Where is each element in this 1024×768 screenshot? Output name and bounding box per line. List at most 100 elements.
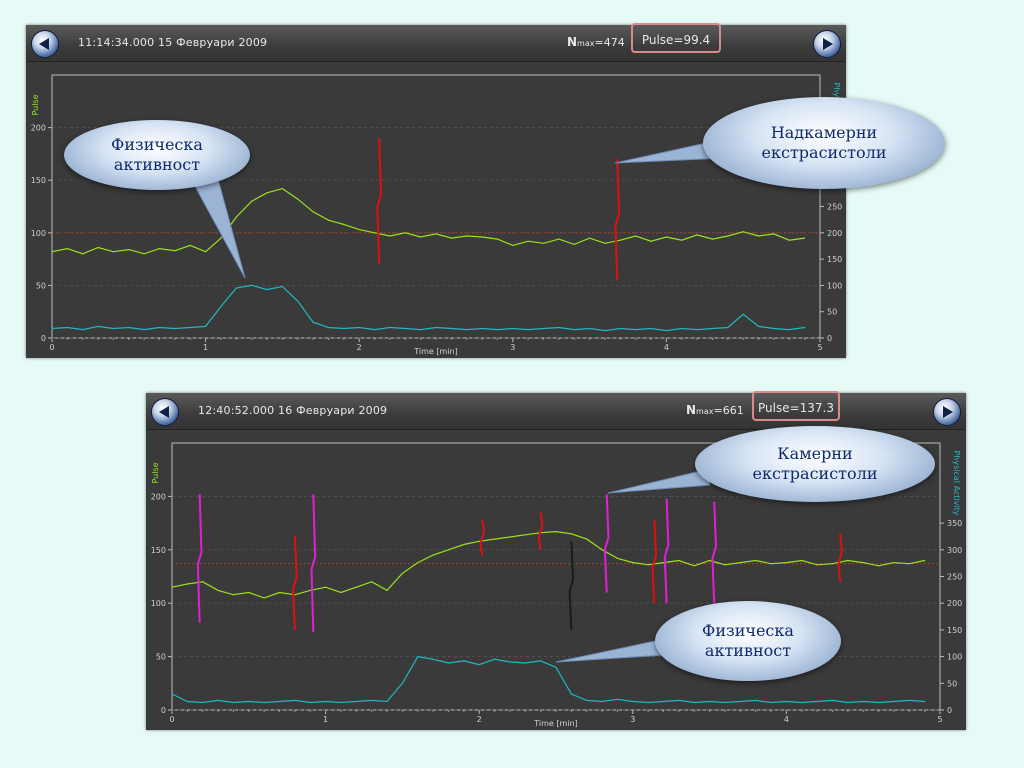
data-point — [112, 327, 115, 330]
data-point — [632, 562, 634, 564]
data-point — [542, 242, 545, 244]
data-point — [263, 701, 265, 704]
x-axis-label: Time [min] — [533, 719, 577, 728]
event-spike — [310, 494, 317, 633]
y-tick-label: 50 — [36, 281, 46, 290]
data-point — [831, 563, 834, 565]
x-tick-label: 5 — [817, 343, 822, 352]
data-point — [263, 597, 265, 599]
data-point — [862, 700, 864, 703]
previous-button[interactable] — [31, 30, 59, 58]
data-point — [189, 326, 191, 329]
x-tick-label: 2 — [357, 343, 362, 352]
data-point — [573, 328, 575, 331]
data-point — [496, 238, 499, 240]
arrow-right-icon — [823, 38, 833, 50]
data-point — [709, 559, 711, 562]
data-point — [355, 700, 357, 703]
series-line-physical-activity — [171, 655, 925, 704]
data-point — [650, 240, 652, 242]
data-point — [404, 327, 406, 330]
data-point — [893, 562, 895, 564]
data-point — [908, 563, 910, 565]
y-axis-label: Pulse — [151, 462, 160, 483]
data-point — [711, 238, 714, 240]
event-spike — [711, 501, 718, 604]
x-tick-label: 5 — [937, 715, 942, 724]
y2-tick-label: 50 — [947, 679, 957, 688]
data-point — [647, 564, 649, 566]
data-point — [727, 235, 729, 237]
data-point — [435, 233, 437, 235]
data-point — [647, 701, 649, 704]
x-tick-label: 2 — [477, 715, 482, 724]
y-tick-label: 150 — [151, 546, 166, 555]
data-point — [340, 591, 342, 594]
data-point — [232, 701, 235, 704]
data-point — [371, 581, 373, 583]
data-point — [742, 231, 744, 233]
data-point — [558, 238, 560, 240]
data-point — [573, 243, 575, 245]
data-point — [742, 313, 744, 315]
data-point — [432, 554, 434, 556]
data-point — [189, 244, 191, 247]
data-point — [650, 327, 652, 330]
data-point — [816, 564, 818, 566]
data-point — [788, 239, 790, 241]
data-point — [770, 701, 772, 704]
nmax-readout: Nmax=474 — [567, 35, 625, 49]
data-point — [386, 589, 388, 591]
data-point — [739, 700, 741, 703]
data-point — [220, 237, 222, 239]
data-point — [616, 698, 619, 700]
y-tick-label: 100 — [151, 599, 166, 608]
data-point — [804, 326, 806, 329]
y2-axis-label: Physical Activity — [952, 450, 961, 515]
data-point — [681, 239, 683, 241]
data-point — [97, 325, 99, 328]
data-point — [755, 699, 757, 701]
x-axis-label: Time [min] — [413, 347, 457, 356]
data-point — [217, 589, 219, 591]
data-point — [432, 658, 434, 660]
data-point — [586, 699, 588, 701]
data-point — [801, 701, 803, 704]
data-point — [604, 330, 606, 332]
data-point — [389, 326, 391, 329]
data-point — [724, 564, 726, 566]
data-point — [205, 251, 207, 253]
pulse-readout: Pulse=137.3 — [752, 391, 840, 421]
callout-ventricular-extrasystoles: Камерни екстрасистоли — [695, 426, 935, 502]
data-point — [248, 700, 250, 703]
y-axis-label: Pulse — [31, 94, 40, 115]
data-point — [785, 700, 788, 703]
data-point — [417, 656, 419, 658]
previous-button[interactable] — [151, 398, 179, 426]
data-point — [604, 242, 606, 244]
y2-tick-label: 100 — [827, 281, 842, 290]
nmax-readout: Nmax=661 — [686, 403, 744, 417]
data-point — [478, 664, 480, 666]
data-point — [278, 700, 281, 703]
data-point — [512, 244, 514, 247]
data-point — [450, 327, 452, 330]
y2-tick-label: 150 — [947, 626, 962, 635]
event-spike — [376, 138, 382, 265]
next-button[interactable] — [813, 30, 841, 58]
next-button[interactable] — [933, 398, 961, 426]
y2-tick-label: 350 — [947, 519, 962, 528]
data-point — [171, 693, 173, 695]
data-point — [478, 540, 480, 542]
data-point — [524, 534, 526, 536]
series-line-pulse — [51, 187, 805, 255]
series-line-pulse — [171, 530, 925, 599]
data-point — [801, 559, 803, 562]
data-point — [527, 328, 529, 331]
arrow-left-icon — [159, 406, 169, 418]
data-point — [309, 589, 311, 591]
data-point — [373, 328, 376, 331]
plot-frame — [51, 74, 821, 339]
y2-tick-label: 150 — [827, 255, 842, 264]
data-point — [343, 327, 345, 330]
